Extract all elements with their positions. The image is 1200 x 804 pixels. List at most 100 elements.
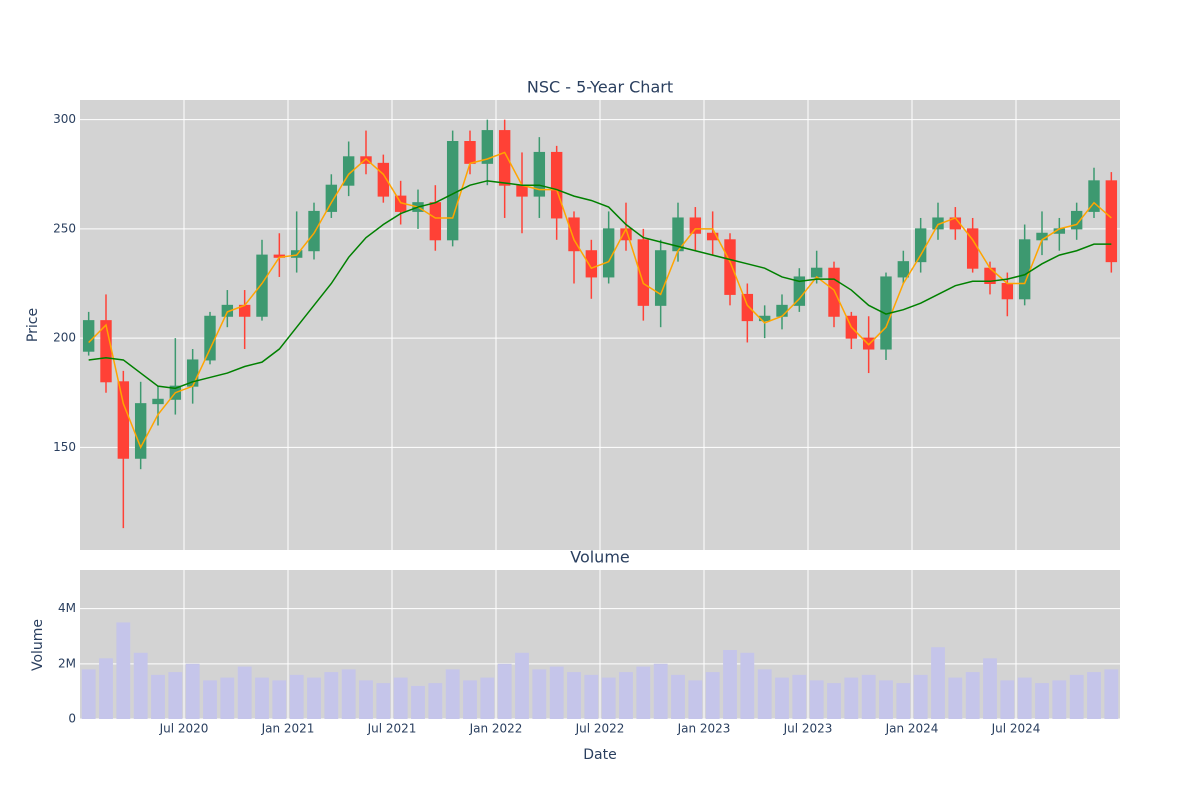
volume-bar — [653, 663, 668, 719]
candle-body — [585, 250, 598, 278]
x-tick-label: Jul 2021 — [367, 722, 417, 736]
volume-bar — [1052, 680, 1067, 719]
x-tick-label: Jan 2023 — [677, 722, 731, 736]
volume-bar — [237, 666, 252, 719]
x-axis-label: Date — [583, 747, 616, 763]
moving-average-line — [88, 151, 1112, 450]
volume-bar — [376, 683, 391, 719]
y-tick-label: 250 — [53, 221, 76, 235]
volume-bar — [289, 674, 304, 719]
candle-body — [342, 156, 355, 186]
chart-title: NSC - 5-Year Chart — [527, 78, 673, 97]
volume-bar — [81, 669, 96, 719]
volume-bar — [757, 669, 772, 719]
volume-bar — [1069, 674, 1084, 719]
volume-bar — [463, 680, 477, 719]
volume-bar — [671, 674, 685, 719]
candle-body — [464, 141, 476, 164]
candle-body — [481, 130, 494, 164]
volume-bar — [861, 674, 876, 719]
volume-bar — [255, 677, 269, 719]
candle-body — [568, 217, 580, 252]
candle-body — [1105, 180, 1118, 263]
x-tick-label: Jan 2024 — [885, 722, 939, 736]
volume-bar — [185, 663, 200, 719]
volume-bar — [359, 680, 373, 719]
volume-bar — [844, 677, 859, 719]
candle-body — [1001, 282, 1014, 300]
volume-bar — [515, 652, 529, 719]
y-tick-label: 200 — [53, 331, 76, 345]
x-tick-label: Jul 2020 — [159, 722, 209, 736]
candle-body — [325, 184, 338, 212]
volume-bar — [827, 683, 841, 719]
candle-body — [100, 320, 112, 383]
candle-body — [1018, 239, 1031, 300]
candle-body — [377, 162, 390, 197]
volume-bar — [775, 677, 789, 719]
volume-bar — [931, 647, 945, 719]
volume-bar — [532, 669, 547, 719]
moving-average-line — [88, 180, 1112, 390]
candle-body — [134, 403, 147, 459]
volume-bar — [272, 680, 287, 719]
candle-body — [897, 261, 910, 278]
candle-body — [446, 141, 459, 241]
candle-body — [810, 267, 823, 278]
candle-body — [602, 228, 615, 278]
volume-bar — [948, 677, 963, 719]
candle-body — [776, 304, 788, 317]
candle-body — [550, 151, 563, 219]
x-tick-label: Jul 2024 — [991, 722, 1041, 736]
volume-bar — [965, 672, 980, 719]
y-tick-label: 150 — [53, 440, 76, 454]
volume-bar — [809, 680, 824, 719]
volume-bar — [688, 680, 703, 719]
candle-body — [724, 239, 736, 295]
volume-bar — [740, 652, 755, 719]
candle-body — [533, 151, 546, 197]
candle-body — [429, 202, 442, 241]
volume-bar — [324, 672, 339, 719]
candle-body — [221, 304, 234, 317]
y-axis-label: Price — [25, 308, 41, 342]
candle-body — [360, 156, 372, 164]
y-tick-label: 2M — [58, 656, 76, 670]
volume-bar — [497, 663, 512, 719]
volume-bar — [567, 672, 581, 719]
candle-body — [637, 239, 650, 306]
volume-bar — [549, 666, 564, 719]
x-tick-label: Jan 2021 — [261, 722, 315, 736]
volume-bar — [879, 680, 893, 719]
volume-bar — [983, 658, 997, 719]
volume-bar — [1087, 672, 1101, 719]
candle-body — [828, 267, 840, 317]
volume-bar — [896, 683, 911, 719]
volume-bar — [133, 652, 148, 719]
volume-bar — [445, 669, 460, 719]
volume-bar — [1035, 683, 1049, 719]
y-tick-label: 4M — [58, 601, 76, 615]
volume-bar — [151, 674, 165, 719]
candle-body — [1036, 232, 1048, 241]
candle-body — [1088, 180, 1100, 212]
x-tick-label: Jan 2022 — [469, 722, 523, 736]
volume-bar — [619, 672, 633, 719]
volume-bar — [601, 677, 616, 719]
volume-bar — [1000, 680, 1015, 719]
candle-body — [204, 315, 216, 361]
volume-bar — [480, 677, 495, 719]
candle-body — [498, 130, 511, 186]
volume-bar — [341, 669, 356, 719]
volume-bar — [636, 666, 651, 719]
candle-body — [741, 293, 754, 322]
candle-body — [862, 337, 875, 350]
volume-bar — [428, 683, 443, 719]
volume-bar — [913, 674, 928, 719]
candle-body — [706, 232, 719, 241]
x-tick-label: Jul 2022 — [575, 722, 625, 736]
candle-body — [152, 398, 164, 405]
volume-bar — [203, 680, 217, 719]
y-tick-label: 300 — [53, 112, 76, 126]
